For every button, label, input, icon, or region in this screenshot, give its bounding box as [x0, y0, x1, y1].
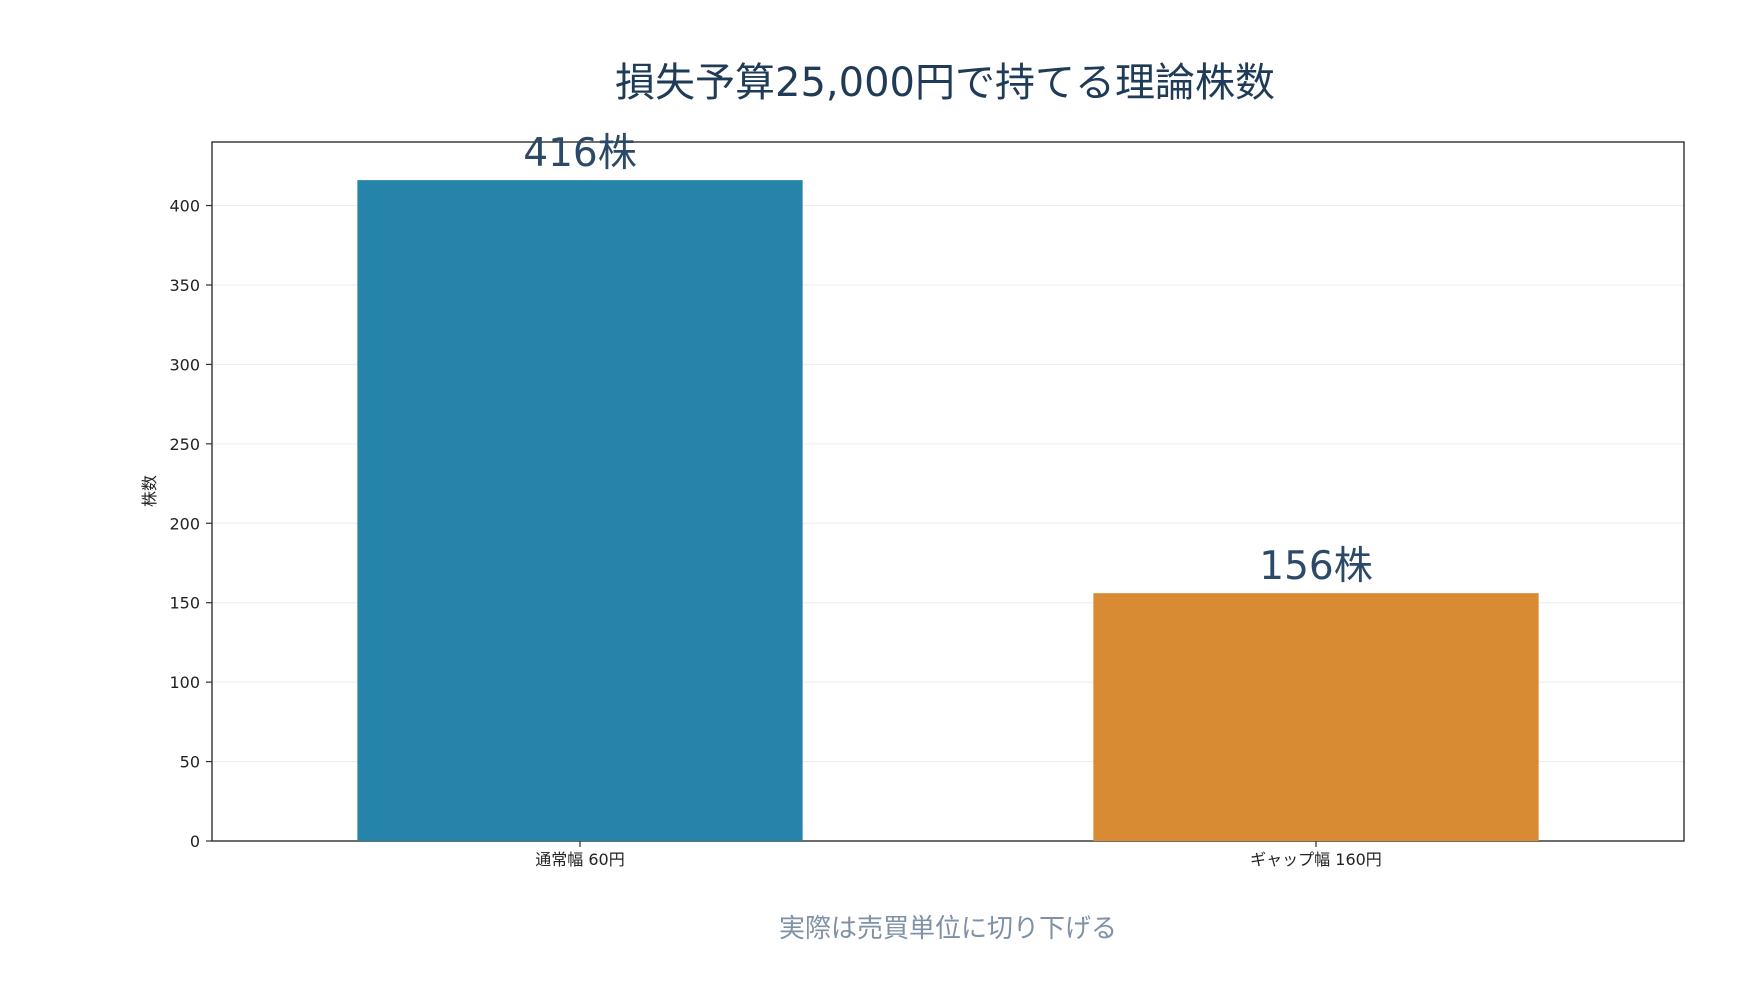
y-tick-label-350: 350	[169, 276, 200, 295]
bar-1	[357, 180, 803, 842]
y-axis-title: 株数	[140, 475, 159, 507]
y-tick-label-150: 150	[169, 594, 200, 613]
bar-value-label-1: 416株	[523, 131, 636, 176]
y-tick-label-300: 300	[169, 355, 200, 374]
bar-value-label-2: 156株	[1259, 544, 1372, 589]
y-tick-label-50: 50	[180, 753, 200, 772]
x-tick-label-1: 通常幅 60円	[535, 850, 624, 869]
plot-frame	[211, 141, 1685, 842]
y-tick-label-0: 0	[190, 832, 200, 851]
y-tick-label-400: 400	[169, 197, 200, 216]
y-axis-layer: 0 50 100 150 200 250 300 350 400	[169, 197, 212, 851]
value-labels-layer: 416株 156株	[523, 131, 1372, 589]
y-tick-label-250: 250	[169, 435, 200, 454]
bars-layer	[357, 180, 1539, 842]
x-tick-label-2: ギャップ幅 160円	[1250, 850, 1382, 869]
bar-2	[1093, 593, 1539, 841]
y-tick-label-200: 200	[169, 514, 200, 533]
y-tick-label-100: 100	[169, 673, 200, 692]
x-axis-layer: 通常幅 60円 ギャップ幅 160円	[535, 841, 1382, 869]
chart-caption: 実際は売買単位に切り下げる	[779, 914, 1117, 944]
chart-title: 損失予算25,000円で持てる理論株数	[615, 60, 1275, 106]
